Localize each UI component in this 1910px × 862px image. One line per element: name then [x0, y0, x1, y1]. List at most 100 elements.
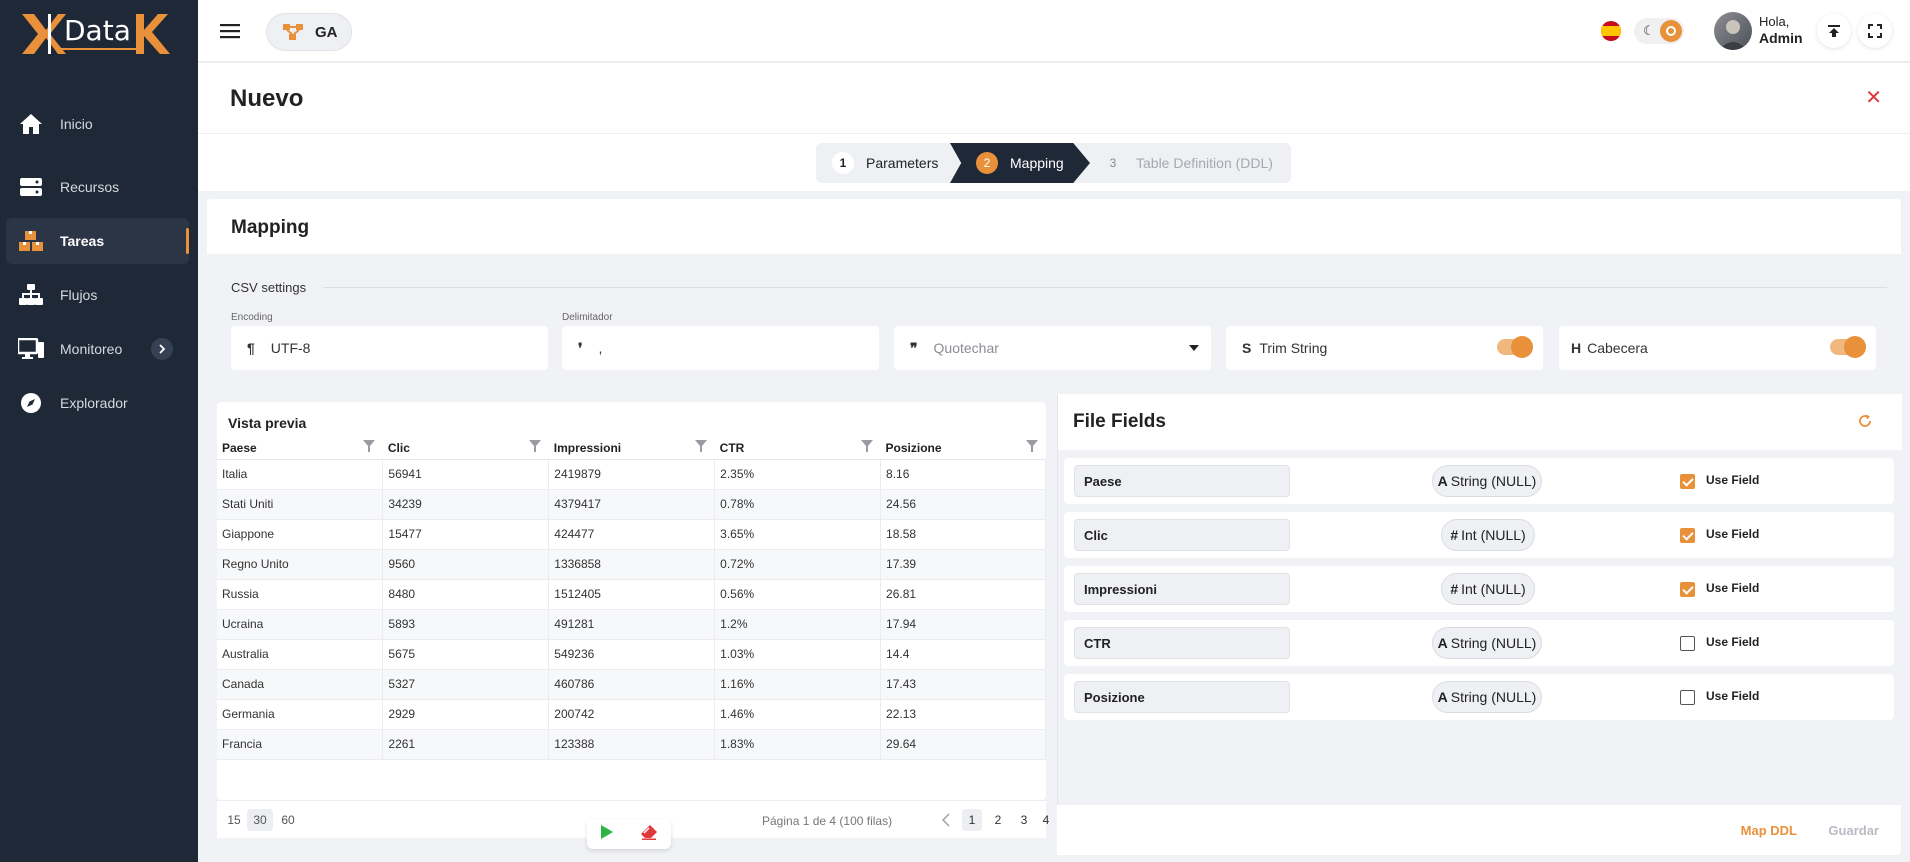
field-type-badge[interactable]: # Int (NULL) [1441, 573, 1535, 605]
filter-icon[interactable] [694, 440, 707, 455]
column-header[interactable]: Impressioni [548, 437, 715, 460]
save-button[interactable]: Guardar [1828, 823, 1879, 838]
delimiter-field[interactable]: Delimitador ❜ , [562, 312, 879, 370]
table-cell: 18.58 [880, 519, 1046, 550]
use-field-checkbox[interactable] [1680, 690, 1695, 705]
page-3[interactable]: 3 [1020, 813, 1028, 827]
page-size-15[interactable]: 15 [227, 813, 241, 827]
field-name[interactable]: CTR [1074, 627, 1290, 659]
use-field-label: Use Field [1706, 689, 1760, 703]
column-header[interactable]: Clic [382, 437, 549, 460]
sidebar-item-flujos[interactable]: Flujos [6, 272, 189, 318]
sidebar-item-explorador[interactable]: Explorador [6, 380, 189, 426]
filter-icon[interactable] [860, 440, 873, 455]
table-row[interactable]: Italia 56941 2419879 2.35% 8.16 [217, 459, 1046, 490]
file-field-row: Paese A String (NULL) Use Field [1064, 458, 1894, 504]
table-cell: 1.16% [714, 669, 882, 700]
spain-flag-icon[interactable] [1601, 21, 1621, 41]
h-icon: H [1571, 340, 1582, 356]
sidebar-item-inicio[interactable]: Inicio [6, 101, 189, 147]
play-icon[interactable] [600, 824, 614, 845]
table-row[interactable]: Canada 5327 460786 1.16% 17.43 [217, 669, 1046, 700]
boxes-icon [16, 229, 46, 253]
table-cell: 2419879 [548, 459, 716, 490]
theme-toggle[interactable]: ☾ [1634, 18, 1684, 44]
page-2[interactable]: 2 [994, 813, 1002, 827]
workspace-selector[interactable]: GA [266, 13, 352, 51]
step-number: 2 [976, 152, 998, 174]
menu-icon[interactable] [220, 23, 240, 39]
step-mapping[interactable]: 2 Mapping [950, 143, 1090, 183]
table-cell: 123388 [548, 729, 716, 760]
table-cell: 29.64 [880, 729, 1046, 760]
step-table-definition[interactable]: 3 Table Definition (DDL) [1102, 143, 1273, 183]
refresh-icon[interactable] [1858, 414, 1872, 433]
field-name[interactable]: Clic [1074, 519, 1290, 551]
field-name[interactable]: Paese [1074, 465, 1290, 497]
close-icon[interactable]: ✕ [1865, 87, 1882, 109]
field-name[interactable]: Posizione [1074, 681, 1290, 713]
sidebar-item-tareas[interactable]: Tareas [6, 218, 189, 264]
quotechar-select[interactable]: ❞ Quotechar [894, 326, 1211, 370]
column-header[interactable]: Paese [217, 437, 383, 460]
table-cell: 4379417 [548, 489, 716, 520]
encoding-field[interactable]: Encoding ¶ UTF-8 [231, 312, 548, 370]
table-row[interactable]: Stati Uniti 34239 4379417 0.78% 24.56 [217, 489, 1046, 520]
use-field-checkbox[interactable] [1680, 582, 1695, 597]
table-row[interactable]: Giappone 15477 424477 3.65% 18.58 [217, 519, 1046, 550]
use-field-checkbox[interactable] [1680, 474, 1695, 489]
table-row[interactable]: Regno Unito 9560 1336858 0.72% 17.39 [217, 549, 1046, 580]
table-cell: Australia [217, 639, 384, 670]
table-header-row: Paese Clic Impressioni CTR Posizione [217, 437, 1046, 460]
use-field-checkbox[interactable] [1680, 528, 1695, 543]
table-row[interactable]: Francia 2261 123388 1.83% 29.64 [217, 729, 1046, 760]
avatar[interactable] [1714, 12, 1752, 50]
field-type-badge[interactable]: # Int (NULL) [1441, 519, 1535, 551]
page-1[interactable]: 1 [962, 809, 982, 831]
header-label: Cabecera [1587, 340, 1648, 356]
page-size-60[interactable]: 60 [281, 813, 295, 827]
chevron-right-icon[interactable] [151, 338, 173, 360]
filter-icon[interactable] [362, 440, 375, 455]
filter-icon[interactable] [528, 440, 541, 455]
type-glyph-icon: A [1437, 689, 1448, 705]
table-cell: 5893 [382, 609, 550, 640]
use-field-label: Use Field [1706, 635, 1760, 649]
header-toggle[interactable] [1830, 336, 1866, 358]
column-header[interactable]: CTR [714, 437, 881, 460]
table-row[interactable]: Australia 5675 549236 1.03% 14.4 [217, 639, 1046, 670]
table-cell: 1.46% [714, 699, 882, 730]
prev-page-icon[interactable] [936, 809, 956, 831]
field-type-badge[interactable]: A String (NULL) [1432, 627, 1542, 659]
csv-settings-label: CSV settings [231, 280, 307, 295]
page-size-30[interactable]: 30 [247, 809, 273, 831]
caret-down-icon [1189, 345, 1199, 351]
preview-actions [587, 819, 671, 849]
fullscreen-button[interactable] [1858, 14, 1892, 48]
table-cell: Regno Unito [217, 549, 384, 580]
map-ddl-button[interactable]: Map DDL [1740, 823, 1797, 838]
eraser-icon[interactable] [640, 824, 658, 845]
trim-string-toggle[interactable] [1497, 336, 1533, 358]
filter-icon[interactable] [1025, 440, 1038, 455]
file-field-row: Posizione A String (NULL) Use Field [1064, 674, 1894, 720]
table-cell: Francia [217, 729, 384, 760]
sidebar-item-label: Flujos [60, 287, 98, 303]
table-row[interactable]: Ucraina 5893 491281 1.2% 17.94 [217, 609, 1046, 640]
step-parameters[interactable]: 1 Parameters [832, 143, 938, 183]
sidebar-item-monitoreo[interactable]: Monitoreo [6, 326, 189, 372]
table-row[interactable]: Germania 2929 200742 1.46% 22.13 [217, 699, 1046, 730]
table-cell: 0.56% [714, 579, 882, 610]
sidebar-item-recursos[interactable]: Recursos [6, 164, 189, 210]
page-4[interactable]: 4 [1042, 813, 1050, 827]
upload-button[interactable] [1817, 14, 1851, 48]
field-type-badge[interactable]: A String (NULL) [1432, 681, 1542, 713]
table-row[interactable]: Russia 8480 1512405 0.56% 26.81 [217, 579, 1046, 610]
column-header[interactable]: Posizione [880, 437, 1046, 460]
field-type-label: Int (NULL) [1461, 527, 1526, 543]
field-name[interactable]: Impressioni [1074, 573, 1290, 605]
csv-settings: CSV settings Encoding ¶ UTF-8 Delimitado… [207, 254, 1901, 394]
logo[interactable]: Data [20, 8, 180, 58]
use-field-checkbox[interactable] [1680, 636, 1695, 651]
field-type-badge[interactable]: A String (NULL) [1432, 465, 1542, 497]
